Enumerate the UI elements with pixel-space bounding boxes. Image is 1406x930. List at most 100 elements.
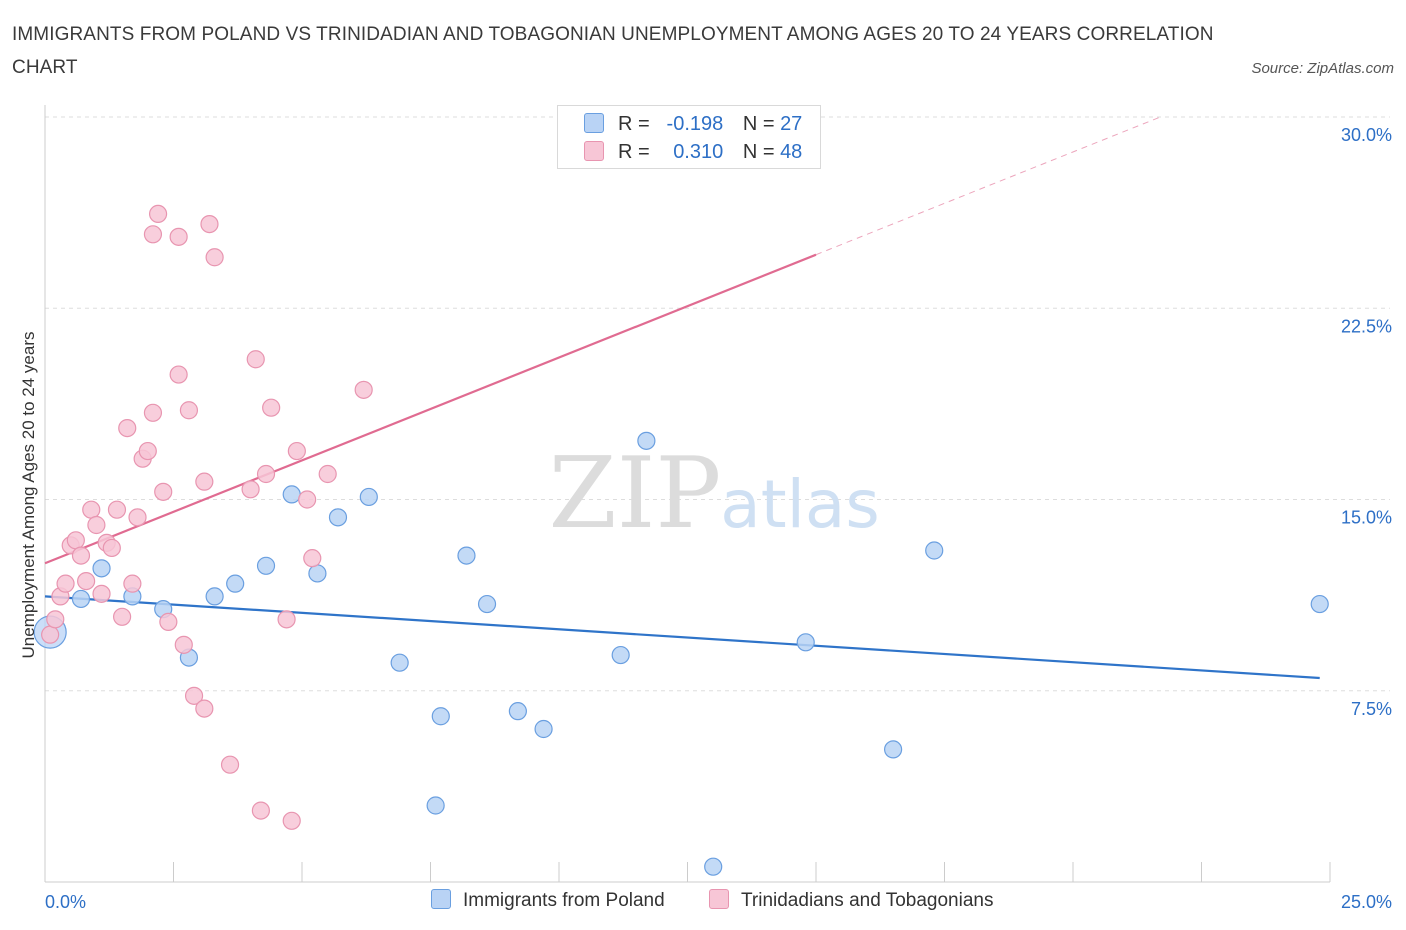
watermark-atlas: atlas (720, 466, 880, 543)
data-point-poland (308, 564, 327, 583)
data-point-trinidad (200, 215, 219, 234)
data-point-trinidad (112, 607, 132, 626)
y-tick-label: 22.5% (1341, 316, 1392, 336)
legend-r-value: 0.310 (673, 141, 724, 163)
data-point-poland (925, 541, 944, 560)
data-point-trinidad (282, 811, 301, 830)
series-swatch-poland (431, 889, 451, 909)
legend-row-trinidad: R = 0.310 N = 48 (584, 140, 802, 164)
data-point-trinidad (262, 398, 281, 417)
data-point-trinidad (179, 401, 199, 420)
data-point-trinidad (71, 546, 91, 565)
data-point-poland (534, 719, 553, 739)
data-point-trinidad (318, 464, 337, 484)
data-point-trinidad (143, 225, 163, 244)
data-point-trinidad (56, 574, 75, 593)
trend-lines (44, 116, 1320, 680)
legend-r-label: R = (618, 113, 650, 135)
data-point-poland (226, 574, 245, 593)
data-point-poland (359, 487, 378, 507)
data-point-poland (328, 508, 348, 527)
data-point-trinidad (174, 635, 193, 654)
data-point-trinidad (287, 441, 306, 461)
series-label-trinidad: Trinidadians and Tobagonians (741, 890, 994, 911)
data-point-trinidad (251, 801, 270, 820)
watermark: ZIP atlas (549, 437, 880, 551)
data-point-trinidad (169, 365, 188, 384)
data-point-trinidad (241, 480, 260, 499)
data-point-trinidad (92, 584, 111, 603)
series-label-poland: Immigrants from Poland (463, 890, 665, 911)
data-point-poland (611, 645, 630, 665)
data-point-trinidad (154, 482, 173, 501)
data-point-trinidad (82, 500, 101, 519)
x-tick-label: 25.0% (1341, 892, 1392, 912)
trend-line-poland (44, 595, 1320, 680)
trend-line-trinidad (44, 253, 817, 565)
legend-n-value: 27 (780, 113, 803, 135)
data-point-trinidad (118, 419, 137, 438)
data-point-trinidad (128, 508, 147, 527)
data-point-trinidad (123, 574, 142, 593)
data-point-trinidad (277, 610, 296, 629)
data-point-poland (883, 740, 903, 759)
y-tick-label: 7.5% (1351, 699, 1392, 719)
y-axis-title: Unemployment Among Ages 20 to 24 years (19, 332, 38, 659)
legend-n-label: N = (742, 141, 775, 163)
data-point-trinidad (195, 472, 214, 491)
data-point-trinidad (298, 490, 317, 509)
data-point-trinidad (303, 549, 322, 568)
data-point-poland (1310, 594, 1329, 614)
legend-row-poland: R = -0.198 N = 27 (584, 112, 802, 136)
data-point-trinidad (246, 350, 265, 369)
legend-r-label: R = (618, 141, 650, 163)
series-legend-trinidad: Trinidadians and Tobagonians (709, 889, 993, 913)
data-point-trinidad (107, 500, 127, 519)
legend-n-label: N = (742, 113, 775, 135)
legend-swatch-poland (584, 113, 604, 133)
data-point-poland (256, 556, 276, 575)
chart-title: IMMIGRANTS FROM POLAND VS TRINIDADIAN AN… (12, 24, 1214, 78)
data-point-trinidad (102, 538, 121, 558)
y-tick-label: 30.0% (1341, 125, 1392, 145)
data-point-trinidad (195, 699, 214, 718)
data-point-poland (426, 796, 445, 815)
y-tick-label: 15.0% (1341, 508, 1392, 528)
data-point-trinidad (354, 380, 373, 399)
data-point-trinidad (41, 625, 60, 644)
data-point-poland (704, 857, 723, 876)
data-point-trinidad (184, 686, 204, 705)
legend-r-value: -0.198 (666, 113, 724, 135)
data-point-poland (508, 702, 527, 721)
data-point-poland (457, 546, 476, 565)
data-point-poland (390, 653, 409, 672)
data-point-trinidad (66, 531, 85, 550)
data-point-trinidad (256, 464, 276, 484)
data-point-poland (71, 589, 91, 609)
data-point-poland (796, 633, 815, 652)
legend-n-value: 48 (780, 141, 803, 163)
data-point-poland (637, 431, 656, 450)
watermark-zip: ZIP (549, 437, 722, 551)
data-point-trinidad (77, 571, 96, 591)
data-point-poland (477, 594, 497, 614)
correlation-legend: R = -0.198 N = 27 R = 0.310 N = 48 (557, 105, 821, 169)
data-point-trinidad (148, 204, 168, 223)
series-legend-poland: Immigrants from Poland (431, 889, 665, 913)
x-tick-label: 0.0% (45, 892, 86, 912)
series-swatch-trinidad (709, 889, 729, 909)
data-point-trinidad (143, 403, 163, 422)
data-point-trinidad (138, 441, 157, 461)
data-point-trinidad (220, 755, 240, 774)
axes (44, 105, 1331, 883)
data-point-poland (282, 485, 301, 504)
data-point-trinidad (169, 227, 188, 246)
chart-source: Source: ZipAtlas.com (1251, 60, 1394, 77)
data-point-poland (431, 707, 450, 726)
data-point-poland (205, 587, 224, 606)
legend-swatch-trinidad (584, 141, 604, 161)
data-point-trinidad (159, 612, 178, 632)
data-point-trinidad (205, 248, 224, 267)
trend-extension-trinidad (815, 116, 1161, 256)
grid-lines (45, 116, 1390, 692)
